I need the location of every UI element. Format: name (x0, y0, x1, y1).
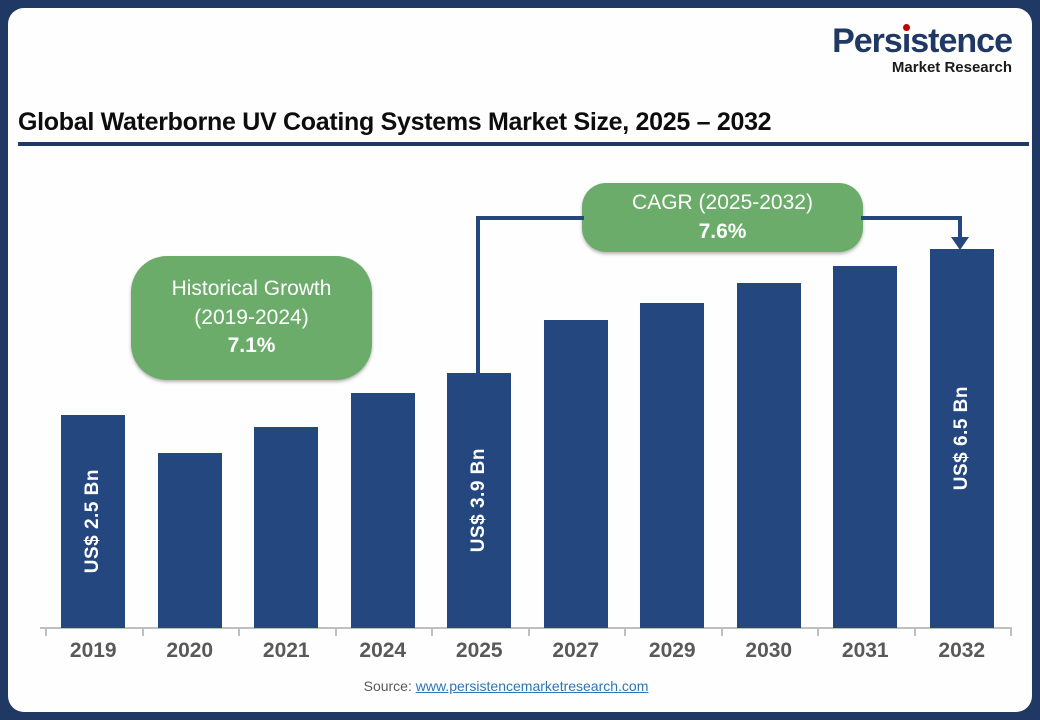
x-axis-tick (431, 628, 433, 636)
bar-2025: US$ 3.9 Bn (447, 373, 512, 628)
bar-2021 (254, 427, 319, 628)
x-axis-label-2027: 2027 (552, 639, 600, 662)
x-axis-label-2025: 2025 (455, 639, 503, 662)
cagr-label: CAGR (2025-2032) (632, 191, 813, 215)
bar-2020 (157, 453, 222, 628)
logo-subtitle: Market Research (891, 59, 1012, 76)
x-axis-tick (913, 628, 916, 636)
x-axis-label-2030: 2030 (745, 639, 793, 662)
connector-line-left (476, 216, 584, 220)
x-axis-label-2029: 2029 (648, 639, 696, 662)
x-axis-tick (45, 628, 47, 636)
logo-red-dot-i: i (901, 22, 912, 60)
bar-2019: US$ 2.5 Bn (61, 415, 126, 628)
cagr-value: 7.6% (698, 219, 747, 243)
bar-value-label-2032: US$ 6.5 Bn (950, 386, 972, 491)
logo-wordmark: Persistence (832, 22, 1013, 60)
connector-line-2025 (476, 216, 480, 373)
bar-2029 (640, 303, 705, 628)
x-axis-tick (624, 628, 626, 636)
page-title: Global Waterborne UV Coating Systems Mar… (18, 108, 772, 136)
x-axis-tick (527, 628, 530, 636)
bar-2027 (543, 320, 608, 628)
connector-line-2032 (958, 216, 962, 238)
historical-growth-label: Historical Growth (171, 277, 332, 301)
x-axis-tick (720, 628, 723, 636)
source-label: Source: (363, 678, 412, 694)
bar-2030 (736, 283, 801, 628)
x-axis-tick (1010, 628, 1012, 636)
bar-2032: US$ 6.5 Bn (929, 249, 994, 628)
source-line: Source: www.persistencemarketresearch.co… (0, 678, 1012, 694)
source-link[interactable]: www.persistencemarketresearch.com (415, 678, 649, 694)
x-axis-tick (238, 628, 240, 636)
cagr-callout: CAGR (2025-2032) 7.6% (582, 183, 863, 252)
historical-growth-callout: Historical Growth (2019-2024) 7.1% (131, 256, 372, 380)
historical-growth-value: 7.1% (227, 334, 276, 358)
title-underline (18, 142, 1029, 146)
x-axis-tick (141, 628, 144, 636)
x-axis-line (40, 627, 1012, 629)
bar-value-label-2025: US$ 3.9 Bn (468, 448, 490, 553)
historical-growth-period: (2019-2024) (194, 305, 309, 329)
bar-2031 (833, 266, 898, 628)
x-axis-tick (334, 628, 337, 636)
bar-2024 (350, 393, 415, 628)
arrow-down-icon (951, 237, 969, 250)
x-axis-label-2024: 2024 (359, 639, 407, 662)
x-axis-label-2031: 2031 (841, 639, 889, 662)
company-logo: Persistence Market Research (832, 22, 1013, 76)
x-axis-label-2020: 2020 (166, 639, 214, 662)
x-axis-label-2019: 2019 (69, 639, 117, 662)
x-axis-tick (817, 628, 819, 636)
x-axis-label-2032: 2032 (938, 639, 986, 662)
bar-value-label-2019: US$ 2.5 Bn (82, 469, 104, 574)
x-axis-label-2021: 2021 (262, 639, 310, 662)
connector-line-right (861, 216, 962, 220)
